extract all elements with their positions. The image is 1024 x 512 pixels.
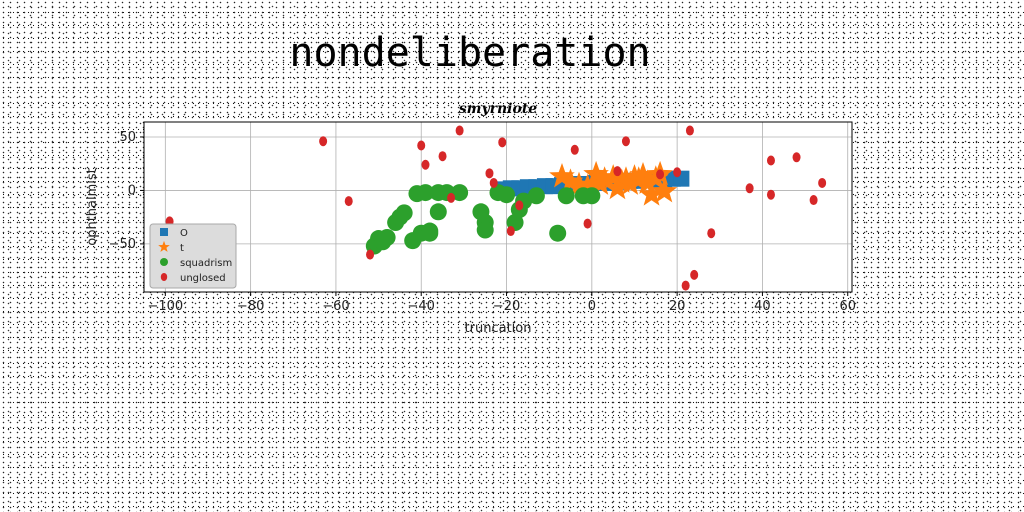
x-tick-label: −60 xyxy=(322,299,349,314)
x-tick-label: 40 xyxy=(754,299,771,314)
plot-frame xyxy=(143,121,853,293)
data-point xyxy=(378,228,396,246)
figure-title: nondeliberation xyxy=(289,30,651,76)
legend: Ot squadrism unglosed xyxy=(149,223,237,289)
data-point xyxy=(438,151,447,162)
legend-marker xyxy=(160,258,168,266)
data-point xyxy=(366,249,375,260)
data-point xyxy=(506,226,515,237)
legend-marker xyxy=(158,240,170,252)
x-tick-label: −100 xyxy=(147,299,183,314)
x-axis-label: truncation xyxy=(465,321,532,336)
y-tick-label: 50 xyxy=(119,130,136,145)
series-unglosed-group xyxy=(165,125,827,291)
data-point xyxy=(498,137,507,148)
data-point xyxy=(489,177,498,188)
data-point xyxy=(583,160,609,186)
x-tick-label: 60 xyxy=(839,299,856,314)
data-point xyxy=(681,280,690,291)
data-point xyxy=(447,192,456,203)
x-tick-label: −80 xyxy=(237,299,264,314)
data-point xyxy=(766,155,775,166)
series-layer xyxy=(165,125,827,291)
data-point xyxy=(421,224,439,242)
data-point xyxy=(476,221,494,239)
data-point xyxy=(557,168,584,193)
data-point xyxy=(656,169,665,180)
data-point xyxy=(766,189,775,200)
data-point xyxy=(613,166,639,191)
data-point xyxy=(685,125,694,136)
legend-label: O xyxy=(180,228,188,239)
legend-marker xyxy=(160,273,168,281)
data-point xyxy=(549,163,575,188)
data-point xyxy=(600,164,626,189)
legend-label: squadrism xyxy=(180,258,232,269)
y-tick-label: 0 xyxy=(128,183,136,198)
data-point xyxy=(549,224,567,242)
data-point xyxy=(527,187,545,205)
data-point xyxy=(416,184,434,202)
data-point xyxy=(591,166,618,191)
x-tick-label: −20 xyxy=(493,299,520,314)
data-point xyxy=(485,168,494,179)
data-point xyxy=(818,177,827,188)
data-point xyxy=(745,183,754,194)
legend-label: t xyxy=(180,243,184,254)
data-point xyxy=(634,169,661,194)
data-point xyxy=(621,136,630,147)
data-point xyxy=(583,218,592,229)
y-tick-label: −50 xyxy=(109,237,136,252)
data-point xyxy=(395,204,413,222)
x-tick-label: −40 xyxy=(408,299,435,314)
data-point xyxy=(344,196,353,207)
data-point xyxy=(451,184,469,202)
data-point xyxy=(638,181,665,206)
legend-marker xyxy=(160,228,168,236)
data-point xyxy=(673,167,682,178)
data-point xyxy=(583,187,601,205)
plot-area xyxy=(144,122,852,292)
data-point xyxy=(570,144,579,155)
chart-subtitle: smyrniote xyxy=(459,101,538,117)
data-point xyxy=(498,186,516,204)
data-point xyxy=(651,178,678,203)
axis-ticks: −100 −80 −60 −40 −20 0 20 40 60 50 0 −50 xyxy=(109,130,856,314)
data-point xyxy=(630,162,656,187)
y-axis-label: ophthalmist xyxy=(85,168,100,246)
data-point xyxy=(574,173,601,199)
data-point xyxy=(613,166,622,177)
data-point xyxy=(557,187,575,205)
data-point xyxy=(455,125,464,136)
x-tick-label: 0 xyxy=(588,299,596,314)
data-point xyxy=(707,228,716,239)
x-tick-label: 20 xyxy=(669,299,686,314)
series-squadrism-group xyxy=(365,184,601,255)
legend-label: unglosed xyxy=(180,273,226,284)
data-point xyxy=(792,152,801,163)
data-point xyxy=(421,159,430,170)
data-point xyxy=(809,195,818,206)
data-point xyxy=(429,203,447,221)
data-point xyxy=(319,136,328,147)
data-point xyxy=(690,269,699,280)
data-point xyxy=(417,140,426,151)
series-t-group xyxy=(549,160,678,206)
data-point xyxy=(515,200,524,211)
legend-box xyxy=(149,223,237,289)
